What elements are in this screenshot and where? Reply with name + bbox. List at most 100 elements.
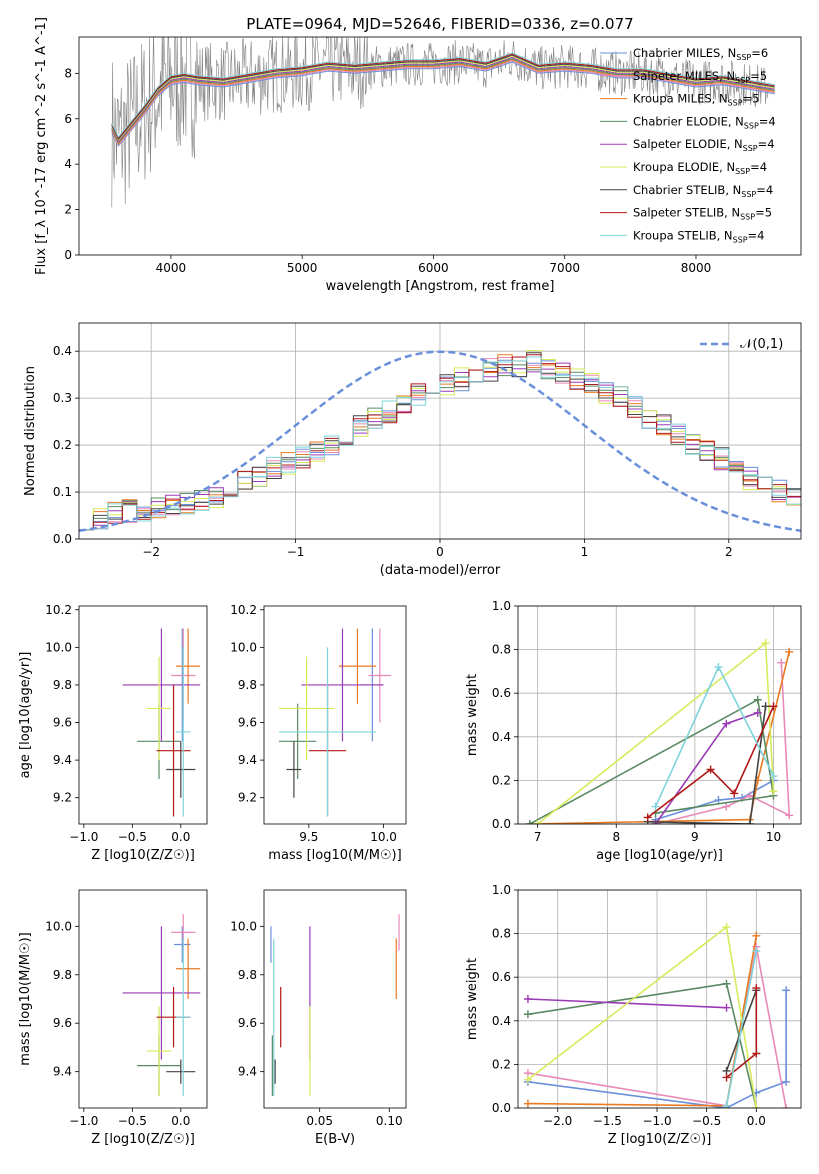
model-line [111, 55, 775, 142]
x-tick-label: 1 [581, 545, 589, 559]
weight-marker [777, 658, 786, 667]
weight-marker [706, 765, 715, 774]
model-line [111, 56, 775, 143]
y-axis-label: mass weight [465, 674, 480, 756]
weight-marker [643, 813, 652, 822]
weight-line [647, 706, 767, 824]
model-line [111, 53, 775, 140]
spectrum-panel: 4000 5000 6000 7000 8000 0 2 4 6 8 wavelength [Ang… [34, 17, 802, 294]
weight-marker [722, 1073, 731, 1082]
weight-line [654, 712, 759, 824]
weight-marker [782, 986, 791, 995]
axes-frame [263, 605, 407, 825]
x-axis-label: Z [log10(Z/Z☉)] [608, 1132, 712, 1147]
histogram-step [79, 350, 801, 531]
y-axis-label: age [log10(age/yr)] [18, 652, 33, 779]
y-tick-label: 9.4 [53, 753, 72, 767]
weight-marker [722, 1003, 731, 1012]
grid [518, 889, 801, 1109]
y-tick-label: 9.6 [238, 1016, 257, 1030]
plot-area [122, 914, 201, 1096]
legend-entry: Chabrier STELIB, NSSP=4 [633, 183, 773, 199]
x-axis-label: Z [log10(Z/Z☉)] [91, 1132, 195, 1147]
y-tick-label: 10.0 [230, 640, 257, 654]
x-tick-label: −0.5 [692, 1114, 721, 1128]
weight-marker [523, 1099, 532, 1108]
x-axis-label: wavelength [Angstrom, rest frame] [326, 279, 555, 294]
histogram-step [79, 356, 801, 531]
y-axis-label: Flux [f_λ 10^-17 erg cm^-2 s^-1 A^-1] [34, 17, 49, 275]
legend-entry: Chabrier MILES, NSSP=6 [633, 46, 768, 62]
x-tick-label: −2 [142, 545, 160, 559]
x-axis-label: (data-model)/error [380, 563, 501, 578]
y-tick-label: 9.8 [53, 968, 72, 982]
normal-curve [79, 350, 801, 533]
weight-line [647, 705, 775, 819]
legend-value: =6 [751, 46, 768, 60]
plot-area [270, 914, 400, 1096]
weight-marker [745, 791, 754, 800]
weight-marker [730, 789, 739, 798]
y-tick-label: 9.6 [53, 716, 72, 730]
x-tick-label: 0 [436, 545, 444, 559]
subscript: SSP [744, 121, 759, 130]
y-tick-label: 9.4 [238, 753, 257, 767]
model-line [111, 60, 775, 146]
x-tick-label: −1.0 [642, 1114, 671, 1128]
x-tick-label: 6000 [418, 261, 449, 275]
legend-value: =4 [756, 183, 773, 197]
weight-line [537, 641, 775, 824]
grid [518, 605, 801, 825]
y-tick-label: 9.4 [53, 1065, 72, 1079]
legend-value: =4 [748, 228, 765, 242]
x-tick-label: 0.10 [376, 1114, 403, 1128]
legend-entry: Kroupa ELODIE, NSSP=4 [633, 160, 767, 176]
subscript: SSP [735, 167, 750, 176]
y-axis-label: mass weight [465, 958, 480, 1040]
weight-marker [722, 719, 731, 728]
y-tick-label: 10.2 [45, 603, 72, 617]
y-tick-label: 0.0 [492, 817, 511, 831]
weight-marker [769, 702, 778, 711]
plot-area [111, 37, 775, 208]
data-spectrum-line [111, 37, 769, 208]
y-tick-label: 10.0 [230, 919, 257, 933]
y-tick-label: 0 [64, 248, 72, 262]
subscript: SSP [733, 235, 748, 244]
y-tick-label: 0.2 [492, 773, 511, 787]
x-tick-label: 7000 [549, 261, 580, 275]
weight-marker [525, 820, 534, 824]
y-tick-label: 10.0 [45, 640, 72, 654]
weight-marker [753, 695, 762, 704]
weight-marker [651, 802, 660, 811]
y-tick-label: 9.2 [238, 791, 257, 805]
axes-frame [78, 889, 208, 1109]
weight-marker [769, 772, 778, 781]
plot-area [122, 628, 201, 817]
plot-area [525, 639, 794, 824]
weight-marker [523, 1010, 532, 1019]
x-axis-label: E(B-V) [315, 1132, 355, 1147]
legend: Chabrier MILES, NSSP=6 Salpeter MILES, NS… [600, 46, 776, 244]
x-tick-label: −1 [287, 545, 305, 559]
x-tick-label: 10.0 [370, 830, 397, 844]
subscript: SSP [743, 144, 758, 153]
weight-marker [782, 1104, 791, 1108]
legend-value: =4 [759, 114, 776, 128]
model-line [111, 61, 775, 147]
x-axis-label: Z [log10(Z/Z☉)] [91, 848, 195, 863]
x-tick-label: 2 [725, 545, 733, 559]
subscript: SSP [741, 190, 756, 199]
grid [79, 323, 801, 540]
weight-marker [523, 995, 532, 1003]
x-tick-label: 0.0 [747, 1114, 766, 1128]
y-tick-label: 9.6 [238, 716, 257, 730]
legend-entry: Salpeter STELIB, NSSP=5 [633, 206, 772, 222]
legend-entry: Kroupa STELIB, NSSP=4 [633, 228, 764, 244]
y-tick-label: 0.4 [492, 1014, 511, 1028]
weight-marker [782, 1077, 791, 1086]
x-tick-label: −1.0 [69, 1114, 98, 1128]
figure-title: PLATE=0964, MJD=52646, FIBERID=0336, z=0… [246, 15, 633, 33]
weight-marker [785, 811, 794, 820]
